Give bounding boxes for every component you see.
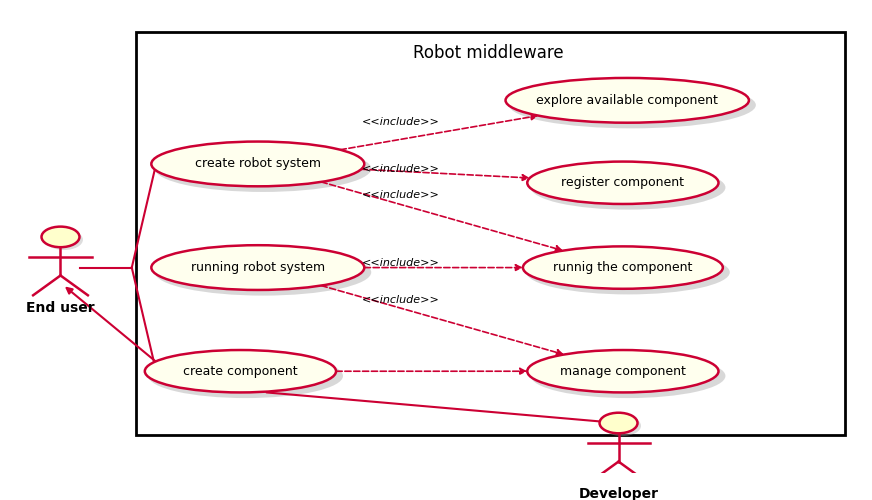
Circle shape — [603, 416, 641, 436]
Ellipse shape — [155, 146, 371, 192]
Ellipse shape — [528, 350, 719, 393]
Text: <<include>>: <<include>> — [362, 294, 440, 304]
Text: running robot system: running robot system — [191, 261, 325, 274]
Text: create robot system: create robot system — [194, 158, 321, 170]
Text: Developer: Developer — [578, 488, 658, 500]
Text: End user: End user — [26, 301, 95, 315]
Ellipse shape — [509, 82, 756, 128]
Ellipse shape — [148, 354, 343, 398]
Circle shape — [45, 230, 83, 250]
Ellipse shape — [506, 78, 749, 122]
Ellipse shape — [531, 354, 726, 398]
Text: register component: register component — [562, 176, 685, 190]
Text: <<include>>: <<include>> — [362, 116, 440, 126]
Text: create component: create component — [183, 364, 297, 378]
Text: manage component: manage component — [560, 364, 685, 378]
FancyBboxPatch shape — [136, 32, 845, 435]
Text: <<include>>: <<include>> — [362, 190, 440, 200]
Text: <<include>>: <<include>> — [362, 258, 440, 268]
Text: <<include>>: <<include>> — [362, 164, 440, 173]
Text: runnig the component: runnig the component — [553, 261, 692, 274]
Ellipse shape — [528, 162, 719, 204]
Ellipse shape — [152, 142, 364, 186]
Ellipse shape — [531, 166, 726, 210]
Ellipse shape — [155, 249, 371, 296]
Circle shape — [42, 226, 79, 247]
Ellipse shape — [523, 246, 723, 289]
Ellipse shape — [152, 245, 364, 290]
Circle shape — [600, 412, 637, 434]
Ellipse shape — [527, 250, 730, 294]
Ellipse shape — [145, 350, 336, 393]
Text: Robot middleware: Robot middleware — [412, 44, 563, 62]
Text: explore available component: explore available component — [536, 94, 719, 107]
